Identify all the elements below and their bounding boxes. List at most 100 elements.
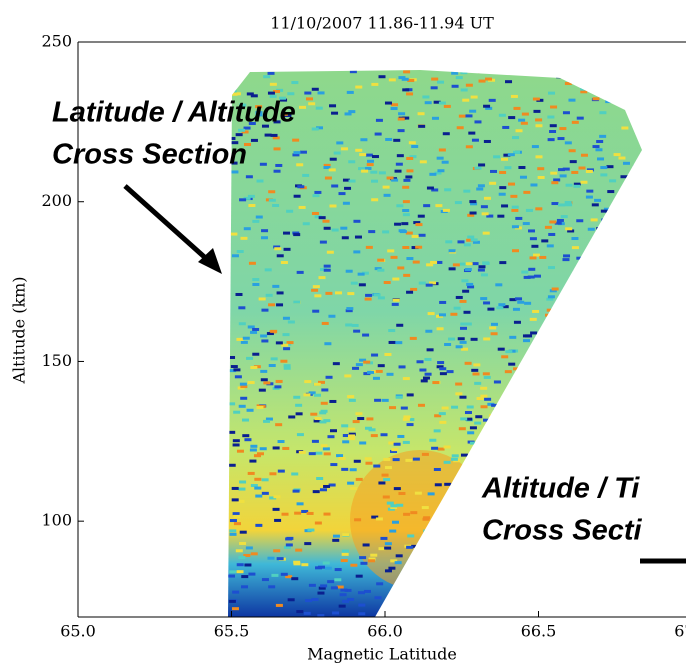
fan-cell [520, 121, 528, 125]
fan-cell [455, 295, 463, 299]
fan-cell [378, 481, 386, 485]
fan-cell [521, 575, 529, 579]
fan-cell [293, 151, 301, 155]
fan-cell [605, 100, 613, 104]
fan-cell [448, 267, 456, 271]
fan-cell [444, 188, 452, 192]
fan-cell [616, 412, 624, 416]
fan-cell [229, 570, 237, 574]
fan-cell [497, 411, 505, 415]
fan-cell [549, 124, 557, 128]
fan-cell [398, 112, 406, 116]
fan-cell [635, 425, 642, 429]
fan-cell [586, 300, 594, 304]
fan-cell [275, 341, 283, 345]
fan-cell [531, 244, 539, 248]
fan-cell [601, 437, 609, 441]
fan-cell [371, 353, 379, 357]
fan-cell [228, 402, 236, 406]
fan-cell [268, 303, 276, 307]
fan-cell [355, 477, 363, 481]
fan-cell [311, 87, 319, 91]
fan-cell [483, 375, 491, 379]
fan-cell [414, 491, 422, 495]
fan-cell [231, 141, 239, 145]
fan-cell [512, 586, 520, 590]
fan-cell [627, 557, 635, 561]
fan-cell [438, 148, 446, 152]
fan-cell [534, 593, 542, 597]
fan-cell [326, 250, 334, 254]
fan-cell [286, 209, 294, 213]
fan-cell [460, 417, 468, 421]
fan-cell [501, 563, 509, 567]
fan-cell [606, 165, 614, 169]
fan-cell [489, 459, 497, 463]
fan-cell [408, 141, 416, 145]
fan-cell [353, 329, 361, 333]
fan-cell [405, 175, 413, 179]
fan-cell [442, 208, 450, 212]
fan-cell [565, 308, 573, 312]
fan-cell [342, 440, 350, 444]
fan-cell [641, 366, 642, 370]
fan-cell [527, 275, 535, 279]
fan-cell [316, 126, 324, 130]
fan-cell [233, 92, 241, 96]
fan-cell [331, 111, 339, 115]
fan-cell [268, 190, 276, 194]
fan-cell [366, 417, 374, 421]
fan-cell [273, 120, 281, 124]
annotation: Cross Section [52, 139, 247, 171]
fan-cell [349, 468, 357, 472]
fan-cell [425, 575, 433, 579]
fan-cell [342, 599, 350, 603]
fan-cell [531, 145, 539, 149]
fan-cell [624, 603, 632, 607]
fan-cell [616, 606, 624, 610]
fan-cell [600, 166, 608, 170]
fan-cell [483, 418, 491, 422]
fan-cell [532, 97, 540, 101]
fan-cell [392, 298, 400, 302]
fan-cell [230, 161, 238, 165]
fan-cell [238, 556, 246, 560]
fan-cell [293, 233, 301, 237]
fan-cell [605, 318, 613, 322]
y-axis-label: Altitude (km) [10, 276, 29, 384]
fan-cell [610, 419, 618, 423]
fan-cell [417, 214, 425, 218]
fan-cell [571, 246, 579, 250]
fan-cell [511, 550, 519, 554]
fan-cell [349, 70, 357, 74]
fan-cell [435, 204, 443, 208]
fan-cell [598, 378, 606, 382]
fan-cell [299, 105, 307, 109]
fan-cell [568, 98, 576, 102]
fan-cell [580, 153, 588, 157]
fan-cell [418, 124, 426, 128]
fan-cell [288, 415, 296, 419]
fan-cell [383, 280, 391, 284]
fan-cell [371, 155, 379, 159]
fan-cell [359, 358, 367, 362]
fan-cell [308, 452, 316, 456]
fan-cell [463, 310, 471, 314]
fan-cell [232, 443, 240, 447]
fan-cell [603, 207, 611, 211]
fan-cell [323, 163, 331, 167]
fan-cell [240, 340, 248, 344]
fan-cell [509, 440, 517, 444]
fan-cell [618, 156, 626, 160]
fan-cell [370, 434, 378, 438]
fan-cell [470, 337, 478, 341]
fan-cell [240, 236, 248, 240]
fan-cell [535, 124, 543, 128]
fan-cell [403, 512, 411, 516]
fan-cell [635, 581, 642, 585]
fan-cell [457, 240, 465, 244]
fan-cell [348, 110, 356, 114]
fan-cell [283, 545, 291, 549]
fan-cell [488, 98, 496, 102]
fan-cell [480, 586, 488, 590]
